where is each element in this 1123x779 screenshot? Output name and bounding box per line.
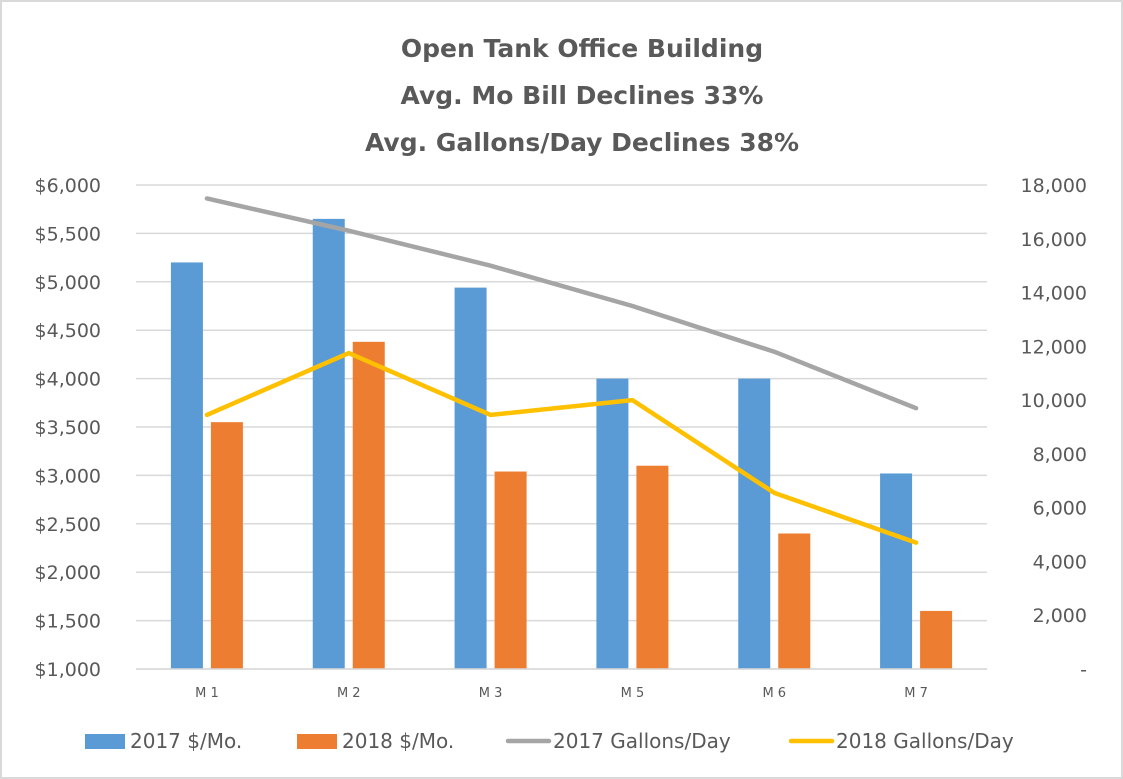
left-axis-tick-label: $2,000 (35, 562, 101, 584)
right-axis-tick-label: 18,000 (1021, 175, 1087, 197)
left-y-axis: $1,000 $1,500 $2,000 $2,500 $3,000 $3,500 $4,0… (35, 175, 101, 681)
bar-2017-mo-m7 (880, 473, 913, 669)
bar-2017-mo-m2 (312, 218, 345, 669)
right-axis-tick-label: 2,000 (1033, 605, 1087, 627)
bar-2017-mo-m6 (738, 378, 771, 669)
legend-item-2017-mo: 2017 $/Mo. (85, 729, 242, 753)
line-series (204, 196, 919, 545)
legend-label: 2017 Gallons/Day (553, 729, 731, 753)
left-axis-tick-label: $6,000 (35, 175, 101, 197)
left-axis-tick-label: $4,000 (35, 369, 101, 391)
left-axis-tick-label: $5,000 (35, 272, 101, 294)
right-axis-tick-label: 10,000 (1021, 390, 1087, 412)
right-axis-tick-label: 4,000 (1033, 551, 1087, 573)
left-axis-tick-label: $4,500 (35, 320, 101, 342)
bar-2018-mo-m1 (210, 422, 243, 669)
legend-swatch-2017-mo (85, 734, 125, 749)
x-axis-tick-label: M 2 (337, 686, 361, 701)
gridlines (136, 184, 987, 670)
left-axis-tick-label: $1,500 (35, 611, 101, 633)
line-2018-gallons-day (204, 350, 919, 545)
legend-label: 2017 $/Mo. (130, 729, 242, 753)
bar-series (170, 218, 953, 669)
legend-item-2017-gallons-day: 2017 Gallons/Day (505, 729, 731, 753)
line-2017-gallons-day (204, 196, 919, 411)
legend-item-2018-gallons-day: 2018 Gallons/Day (788, 729, 1014, 753)
right-axis-tick-label: 8,000 (1033, 444, 1087, 466)
bar-2018-mo-m6 (778, 533, 811, 669)
bar-2017-mo-m5 (596, 378, 629, 669)
left-axis-tick-label: $3,500 (35, 417, 101, 439)
x-axis-tick-label: M 6 (762, 686, 786, 701)
bar-2018-mo-m2 (352, 341, 385, 669)
right-axis-tick-label: 14,000 (1021, 283, 1087, 305)
bar-2018-mo-m5 (636, 465, 669, 669)
right-axis-tick-label: 16,000 (1021, 229, 1087, 251)
chart-title-line-2: Avg. Mo Bill Declines 33% (401, 81, 764, 110)
x-axis: M 1 M 2 M 3 M 5 M 6 M 7 (136, 668, 987, 701)
legend-swatch-2018-mo (297, 734, 337, 749)
x-axis-tick-label: M 3 (479, 686, 503, 701)
chart-title: Open Tank Office Building Avg. Mo Bill D… (365, 34, 799, 157)
legend: 2017 $/Mo. 2018 $/Mo. 2017 Gallons/Day 2018… (85, 729, 1014, 753)
x-axis-tick-label: M 5 (621, 686, 645, 701)
legend-label: 2018 $/Mo. (342, 729, 454, 753)
bar-2017-mo-m1 (170, 262, 203, 669)
left-axis-tick-label: $2,500 (35, 514, 101, 536)
x-axis-tick-label: M 1 (195, 686, 219, 701)
right-y-axis: - 2,000 4,000 6,000 8,000 10,000 12,000 14,000 1… (1021, 175, 1087, 681)
bar-2017-mo-m3 (454, 287, 487, 669)
right-axis-tick-label: 12,000 (1021, 336, 1087, 358)
bar-2018-mo-m7 (920, 610, 953, 669)
chart-title-line-3: Avg. Gallons/Day Declines 38% (365, 128, 799, 157)
legend-item-2018-mo: 2018 $/Mo. (297, 729, 454, 753)
legend-label: 2018 Gallons/Day (836, 729, 1014, 753)
left-axis-tick-label: $1,000 (35, 659, 101, 681)
right-axis-tick-label: 6,000 (1033, 498, 1087, 520)
right-axis-tick-label: - (1080, 659, 1087, 681)
left-axis-tick-label: $5,500 (35, 223, 101, 245)
x-axis-tick-label: M 7 (904, 686, 928, 701)
left-axis-tick-label: $3,000 (35, 465, 101, 487)
bar-2018-mo-m3 (494, 471, 527, 669)
chart-title-line-1: Open Tank Office Building (401, 34, 763, 63)
